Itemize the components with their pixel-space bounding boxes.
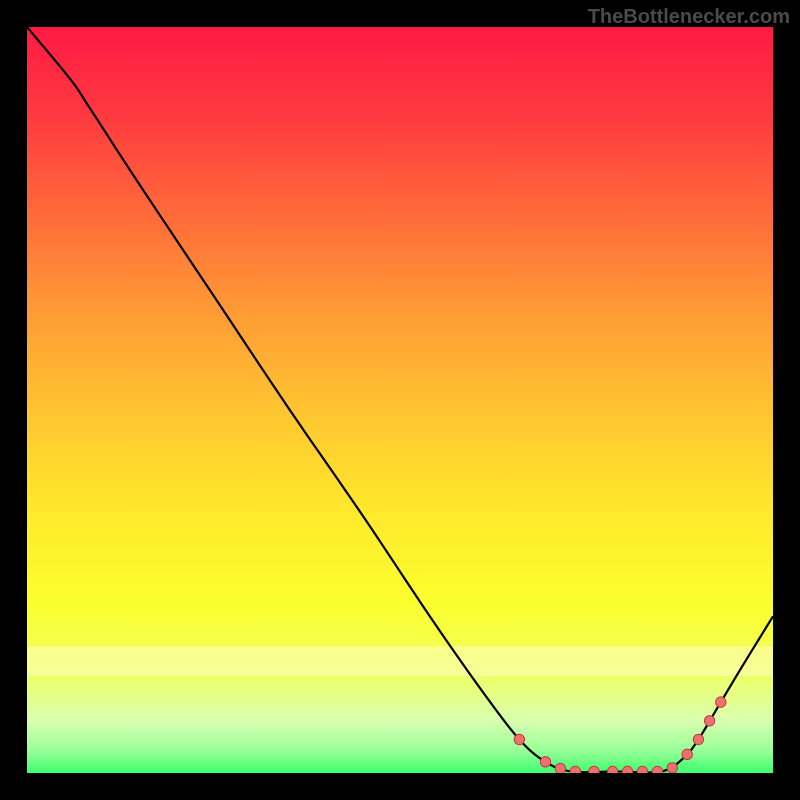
data-marker: [682, 749, 692, 759]
data-marker: [622, 766, 632, 773]
data-marker: [667, 763, 677, 773]
data-marker: [607, 766, 617, 773]
data-marker: [540, 757, 550, 767]
data-marker: [704, 716, 714, 726]
data-marker: [589, 766, 599, 773]
data-markers: [514, 697, 726, 773]
data-marker: [716, 697, 726, 707]
data-marker: [693, 734, 703, 744]
chart-container: TheBottlenecker.com: [0, 0, 800, 800]
data-marker: [637, 766, 647, 773]
data-marker: [652, 766, 662, 773]
bottleneck-curve: [27, 27, 773, 773]
data-marker: [555, 763, 565, 773]
plot-area: [27, 27, 773, 773]
data-marker: [514, 734, 524, 744]
chart-line-layer: [27, 27, 773, 773]
data-marker: [570, 766, 580, 773]
watermark-text: TheBottlenecker.com: [588, 6, 790, 29]
